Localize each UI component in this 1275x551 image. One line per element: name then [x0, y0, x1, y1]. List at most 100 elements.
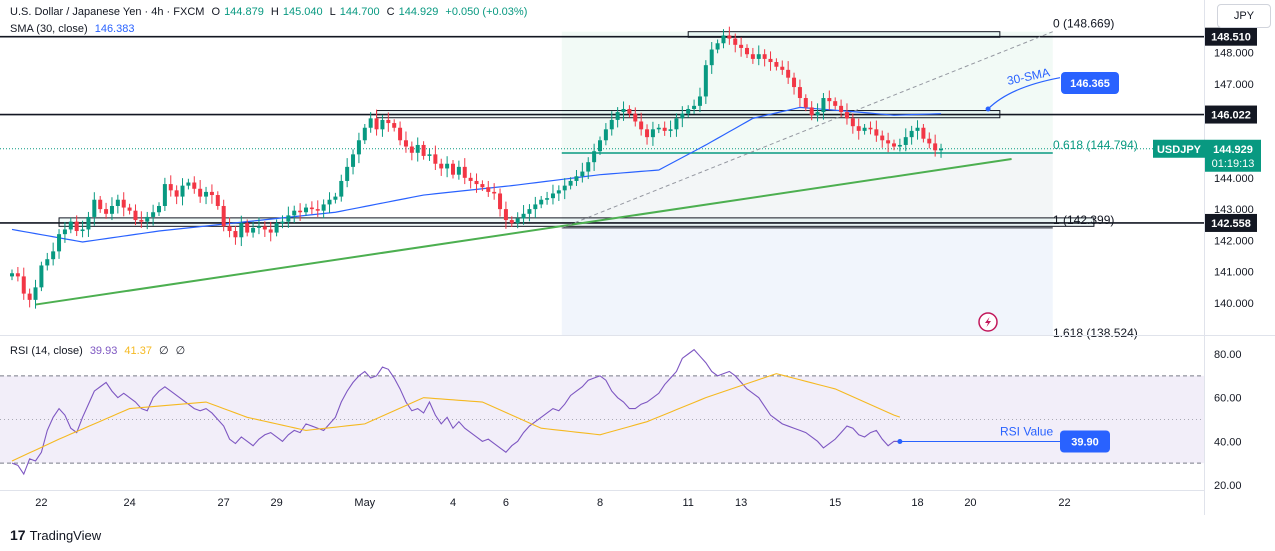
- ohlc-high: 145.040: [282, 6, 323, 18]
- ohlc-o-label: O: [211, 6, 221, 18]
- candle-body: [703, 65, 708, 97]
- candle: [815, 103, 820, 122]
- candle: [351, 149, 356, 175]
- candle-body: [939, 148, 944, 151]
- tradingview-logo[interactable]: 17 TradingView: [10, 527, 101, 543]
- candle: [121, 192, 126, 217]
- rsi-tick-label: 40.00: [1214, 436, 1242, 448]
- candle: [921, 123, 926, 143]
- time-tick-label: 27: [218, 497, 230, 509]
- candle: [15, 267, 20, 282]
- candle: [33, 279, 38, 309]
- candle: [215, 191, 220, 210]
- price-axis[interactable]: 148.000 147.000 144.000 143.000 142.000 141.0…: [1214, 48, 1254, 310]
- candle-body: [868, 127, 873, 130]
- candle-body: [445, 163, 450, 169]
- candle: [186, 178, 191, 190]
- rsi-value: 39.93: [89, 345, 118, 357]
- candle: [362, 123, 367, 145]
- candle-body: [715, 43, 720, 50]
- candle-body: [468, 177, 473, 181]
- candle: [451, 159, 455, 179]
- candle-body: [645, 129, 650, 138]
- candle-body: [127, 207, 132, 211]
- price-tick-label: 144.000: [1214, 173, 1254, 185]
- candle: [292, 205, 297, 223]
- candle-body: [121, 199, 126, 208]
- candle: [62, 221, 67, 243]
- candle-body: [592, 151, 597, 163]
- candle: [686, 105, 691, 118]
- candle-body: [568, 180, 573, 186]
- time-tick-label: 29: [270, 497, 282, 509]
- candle: [703, 60, 708, 104]
- time-tick-label: 18: [911, 497, 923, 509]
- candle-body: [68, 221, 73, 230]
- candle: [209, 184, 214, 204]
- candle-body: [80, 229, 85, 232]
- time-tick-label: 8: [597, 497, 603, 509]
- candle: [162, 177, 167, 211]
- candle: [521, 205, 526, 225]
- candle-body: [245, 223, 250, 233]
- candle: [298, 203, 303, 222]
- last-price-text: 144.929: [1213, 144, 1253, 156]
- candle-body: [215, 195, 220, 206]
- candle-body: [333, 196, 338, 200]
- candle: [251, 221, 256, 238]
- rsi-ma-line: [11, 373, 901, 462]
- candle-body: [462, 166, 467, 178]
- rsi-legend[interactable]: RSI (14, close) 39.93 41.37 ∅ ∅: [10, 344, 189, 357]
- symbol-title[interactable]: U.S. Dollar / Japanese Yen · 4h · FXCM: [10, 6, 205, 18]
- sma-legend[interactable]: SMA (30, close) 146.383: [10, 23, 138, 35]
- candle: [674, 113, 679, 137]
- currency-button[interactable]: JPY: [1217, 4, 1271, 28]
- candle-body: [162, 184, 167, 206]
- candle: [715, 39, 720, 54]
- candle: [533, 196, 538, 218]
- lightning-icon[interactable]: [978, 312, 998, 332]
- candle: [174, 185, 179, 205]
- candle: [721, 29, 726, 49]
- candle: [650, 121, 655, 146]
- time-tick-label: 20: [964, 497, 976, 509]
- fib-zone-lower: [561, 227, 1053, 335]
- candle: [427, 148, 432, 161]
- price-level-badge-text: 148.510: [1211, 32, 1251, 44]
- symbol-badge-text: USDJPY: [1157, 144, 1202, 156]
- candle-body: [815, 112, 820, 116]
- candle-body: [239, 223, 244, 238]
- candle: [268, 221, 273, 242]
- rsi-extra-2: ∅: [175, 345, 186, 357]
- candle: [474, 173, 479, 193]
- candle-body: [639, 121, 644, 130]
- candle: [574, 170, 579, 186]
- candle: [392, 119, 397, 132]
- rsi-pane[interactable]: 80.00 60.00 40.00 20.00 RSI Value 39.90: [0, 348, 1242, 492]
- candle-body: [180, 185, 185, 197]
- candle: [57, 229, 62, 259]
- candle: [345, 158, 350, 188]
- price-pane[interactable]: 0 (148.669) 0.618 (144.794) 1 (142.399) 1.6…: [0, 0, 1204, 340]
- candle: [856, 118, 861, 140]
- candle-body: [309, 207, 314, 210]
- candle: [321, 199, 326, 219]
- candle: [774, 58, 779, 71]
- candle: [68, 217, 73, 234]
- candle-body: [392, 123, 397, 128]
- candle: [592, 143, 597, 171]
- fib-label: 0 (148.669): [1053, 17, 1114, 31]
- candle-body: [345, 166, 350, 181]
- candle: [780, 60, 785, 75]
- candle-body: [550, 193, 555, 199]
- candle-body: [339, 180, 344, 197]
- candle-body: [380, 119, 385, 130]
- candle: [127, 203, 132, 215]
- candle: [680, 106, 685, 128]
- candle: [157, 202, 161, 217]
- candle: [874, 120, 879, 142]
- candle-body: [933, 143, 938, 151]
- candle-body: [292, 210, 297, 216]
- time-axis[interactable]: 22 24 27 29 May 4 6 8 11 13 15 18 20 22: [35, 497, 1070, 509]
